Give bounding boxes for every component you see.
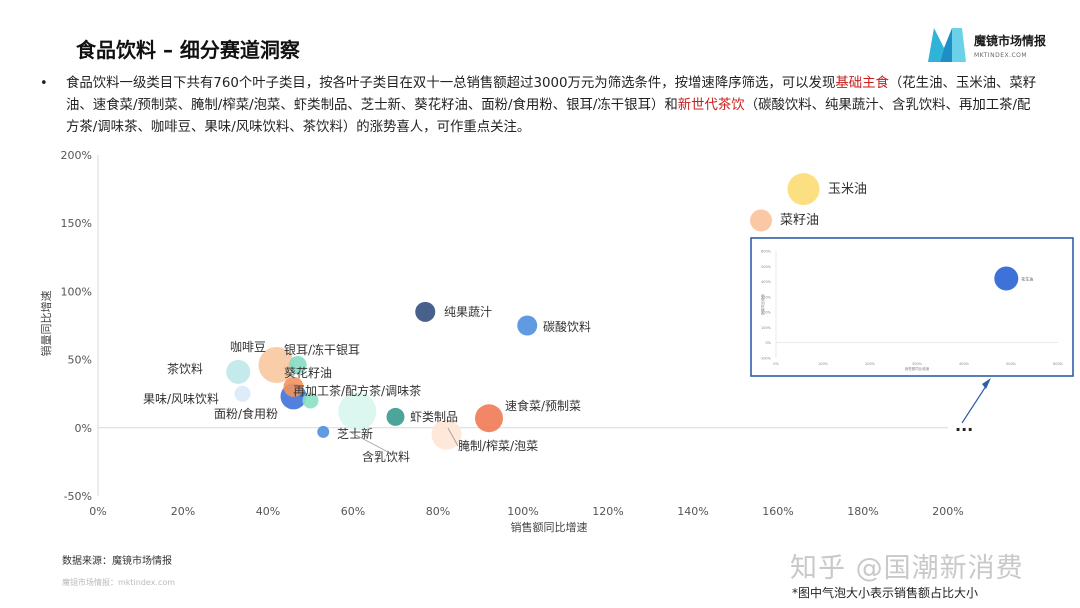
- y-tick-label: 200%: [61, 149, 92, 162]
- bubble-label: 面粉/食用粉: [214, 406, 278, 421]
- leader-line: [349, 431, 389, 453]
- x-tick-label: 0%: [89, 505, 106, 518]
- description: 食品饮料一级类目下共有760个叶子类目，按各叶子类目在双十一总销售额超过3000…: [66, 73, 1041, 139]
- bubble-label: 碳酸饮料: [543, 319, 591, 334]
- bubble-label: 果味/风味饮料: [143, 392, 219, 406]
- description-text-3: （碳酸饮料、纯果蔬汁、含乳饮料、再加工茶/配方茶/调味茶、咖啡豆、果味/风味饮料…: [66, 98, 1031, 135]
- bubble-label: 葵花籽油: [284, 365, 332, 380]
- logo-url: MKTINDEX.COM: [974, 52, 1028, 59]
- inset-x-tick-label: 300%: [912, 362, 923, 366]
- bubble: [415, 301, 436, 322]
- bubble: [258, 347, 295, 384]
- bubble: [475, 404, 503, 433]
- bubble-label: 咖啡豆: [230, 339, 266, 354]
- x-tick-label: 180%: [847, 505, 878, 518]
- inset-y-tick-label: -100%: [760, 357, 772, 361]
- inset-x-tick-label: 600%: [1053, 362, 1064, 366]
- inset-x-axis-label: 销售额同比增速: [905, 366, 930, 371]
- bubble-label: 茶饮料: [167, 361, 203, 376]
- bubble-label: 银耳/冻干银耳: [284, 342, 360, 357]
- description-text-2: （花生油、玉米油、菜籽油、速食菜/预制菜、腌制/榨菜/泡菜、虾类制品、芝士新、葵…: [66, 76, 1037, 113]
- inset-y-tick-label: 600%: [761, 250, 772, 254]
- x-tick-label: 20%: [171, 505, 195, 518]
- bubble-label: 含乳饮料: [362, 449, 410, 464]
- bubble-label: 虾类制品: [410, 410, 458, 424]
- bubble: [302, 392, 319, 409]
- bubble-label: 腌制/榨菜/泡菜: [458, 438, 538, 453]
- bubble: [787, 173, 820, 206]
- logo-mark-icon: [928, 28, 966, 62]
- inset-arrow-line: [961, 382, 989, 424]
- inset-y-tick-label: 300%: [761, 295, 772, 299]
- bubble: [386, 407, 405, 426]
- y-tick-label: 150%: [61, 217, 92, 230]
- bubble: [338, 392, 377, 431]
- x-tick-label: 100%: [507, 505, 538, 518]
- x-tick-label: 40%: [256, 505, 280, 518]
- bubble: [317, 425, 330, 438]
- inset-x-tick-label: 500%: [1006, 362, 1017, 366]
- x-tick-label: 160%: [762, 505, 793, 518]
- ellipsis-marker: ···: [955, 420, 973, 439]
- watermark-text: 魔镜市场情报：mktindex.com: [62, 578, 176, 587]
- inset-x-tick-label: 200%: [865, 362, 876, 366]
- bubble: [226, 359, 251, 384]
- bubble-label: 纯果蔬汁: [444, 305, 492, 319]
- data-source: 数据来源：魔镜市场情报: [62, 556, 172, 567]
- bubble: [288, 356, 307, 375]
- inset-y-tick-label: 0%: [765, 341, 771, 345]
- y-tick-label: -50%: [64, 490, 92, 503]
- bubble: [283, 376, 304, 397]
- inset-y-tick-label: 400%: [761, 280, 772, 284]
- leader-line: [447, 427, 459, 447]
- inset-x-tick-label: 400%: [959, 362, 970, 366]
- bubble-size-note: *图中气泡大小表示销售额占比大小: [792, 586, 979, 600]
- inset-bubble: [994, 266, 1019, 291]
- description-text-1: 食品饮料一级类目下共有760个叶子类目，按各叶子类目在双十一总销售额超过3000…: [66, 76, 836, 91]
- logo: 魔镜市场情报 MKTINDEX.COM: [926, 24, 1066, 68]
- x-tick-label: 80%: [426, 505, 450, 518]
- inset-x-tick-label: 0%: [773, 362, 779, 366]
- y-axis-label: 销量同比增速: [39, 291, 53, 357]
- bubble-label: 玉米油: [828, 182, 867, 197]
- bubble-label: 芝士新: [337, 426, 373, 441]
- bubble-label: 再加工茶/配方茶/调味茶: [293, 383, 421, 398]
- x-tick-label: 140%: [677, 505, 708, 518]
- bubble: [431, 419, 462, 450]
- page-title: 食品饮料 – 细分赛道洞察: [76, 38, 300, 62]
- inset-bubble-label: 花生油: [1021, 276, 1033, 282]
- inset-y-tick-label: 500%: [761, 265, 772, 269]
- inset-frame: [750, 237, 1074, 377]
- highlight-staple-food: 基础主食: [835, 76, 889, 91]
- inset-x-tick-label: 100%: [818, 362, 829, 366]
- bubble-label: 菜籽油: [780, 213, 819, 228]
- highlight-new-tea: 新世代茶饮: [677, 98, 745, 113]
- y-tick-label: 0%: [75, 422, 92, 435]
- x-tick-label: 120%: [592, 505, 623, 518]
- bullet-icon: •: [40, 76, 48, 91]
- bubble: [750, 209, 772, 232]
- inset-y-tick-label: 100%: [761, 326, 772, 330]
- inset-y-tick-label: 200%: [761, 311, 772, 315]
- y-tick-label: 50%: [68, 354, 92, 367]
- x-tick-label: 200%: [932, 505, 963, 518]
- bubble-label: 速食菜/预制菜: [505, 398, 581, 413]
- bubble: [234, 385, 251, 402]
- bubble: [517, 315, 538, 336]
- logo-name: 魔镜市场情报: [974, 34, 1047, 48]
- y-tick-label: 100%: [61, 285, 92, 298]
- inset-y-axis-label: 销量同比增速: [760, 294, 765, 315]
- x-tick-label: 60%: [341, 505, 365, 518]
- zhihu-watermark: 知乎 @国潮新消费: [790, 553, 1024, 584]
- inset-arrow-head-icon: [982, 378, 991, 389]
- x-axis-label: 销售额同比增速: [511, 520, 588, 534]
